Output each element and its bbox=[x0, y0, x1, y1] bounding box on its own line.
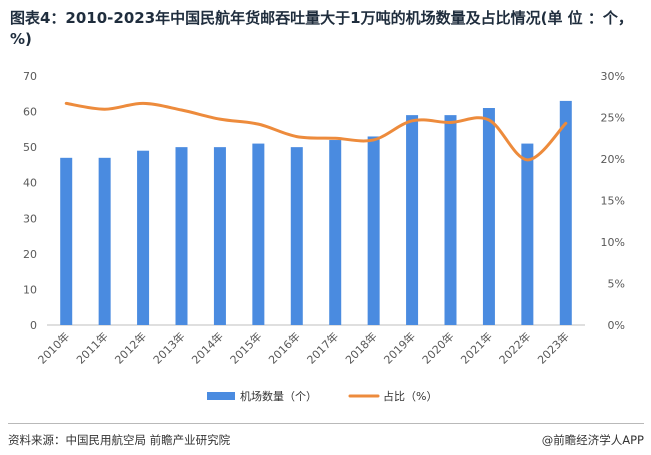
y-left-tick-label: 40 bbox=[23, 177, 37, 190]
line-series bbox=[64, 101, 568, 162]
x-tick-label: 2014年 bbox=[189, 329, 226, 366]
y-left-tick-label: 70 bbox=[23, 70, 37, 83]
bar bbox=[175, 147, 188, 325]
x-axis: 2010年 2011年 2012年 2013年 2014年 2015年 2016年 2017年… bbox=[35, 329, 572, 366]
bar bbox=[252, 143, 265, 325]
combo-chart: 0 10 20 30 40 50 60 70 0% 5% 10% 15% 20% 25% 30% 2010… bbox=[23, 70, 625, 403]
brand-text: @前瞻经济学人APP bbox=[541, 433, 644, 447]
x-tick-label: 2015年 bbox=[227, 329, 264, 366]
y-right-tick-label: 20% bbox=[601, 153, 625, 166]
x-tick-label: 2012年 bbox=[112, 329, 149, 366]
legend-line-label: 占比（%） bbox=[383, 389, 437, 403]
bar bbox=[406, 115, 419, 325]
x-tick-label: 2019年 bbox=[381, 329, 418, 366]
right-axis: 0% 5% 10% 15% 20% 25% 30% bbox=[601, 70, 625, 332]
x-tick-label: 2013年 bbox=[150, 329, 187, 366]
bar-series bbox=[60, 100, 572, 326]
legend-bar-label: 机场数量（个） bbox=[240, 389, 317, 403]
bar bbox=[60, 157, 73, 325]
chart-area: 0 10 20 30 40 50 60 70 0% 5% 10% 15% 20% 25% 30% 2010… bbox=[0, 60, 651, 415]
x-tick-label: 2010年 bbox=[35, 329, 72, 366]
x-tick-label: 2017年 bbox=[304, 329, 341, 366]
bar bbox=[521, 143, 534, 325]
footer: 资料来源：中国民用航空局 前瞻产业研究院 @前瞻经济学人APP bbox=[8, 432, 644, 448]
x-tick-label: 2016年 bbox=[265, 329, 302, 366]
y-right-tick-label: 25% bbox=[601, 112, 625, 125]
source-text: 资料来源：中国民用航空局 前瞻产业研究院 bbox=[8, 433, 231, 447]
y-left-tick-label: 0 bbox=[30, 319, 37, 332]
bar bbox=[329, 140, 342, 325]
bar bbox=[98, 157, 111, 325]
x-tick-label: 2023年 bbox=[534, 329, 571, 366]
y-left-tick-label: 20 bbox=[23, 248, 37, 261]
left-axis: 0 10 20 30 40 50 60 70 bbox=[23, 70, 37, 332]
y-left-tick-label: 30 bbox=[23, 212, 37, 225]
bar bbox=[482, 108, 495, 325]
y-right-tick-label: 30% bbox=[601, 70, 625, 83]
x-tick-label: 2011年 bbox=[73, 329, 110, 366]
legend-bar-swatch bbox=[207, 392, 235, 400]
percentage-line bbox=[64, 101, 568, 162]
y-left-tick-label: 60 bbox=[23, 106, 37, 119]
legend: 机场数量（个） 占比（%） bbox=[207, 389, 437, 403]
x-tick-label: 2022年 bbox=[496, 329, 533, 366]
y-right-tick-label: 10% bbox=[601, 236, 625, 249]
y-left-tick-label: 10 bbox=[23, 283, 37, 296]
bar bbox=[367, 136, 380, 325]
x-tick-label: 2021年 bbox=[458, 329, 495, 366]
bar bbox=[290, 147, 303, 325]
footer-divider bbox=[8, 423, 644, 424]
y-right-tick-label: 0% bbox=[608, 319, 625, 332]
bar bbox=[137, 150, 150, 325]
x-tick-label: 2020年 bbox=[419, 329, 456, 366]
y-right-tick-label: 15% bbox=[601, 195, 625, 208]
chart-title: 图表4：2010-2023年中国民航年货邮吞吐量大于1万吨的机场数量及占比情况(… bbox=[10, 9, 633, 48]
y-left-tick-label: 50 bbox=[23, 141, 37, 154]
x-tick-label: 2018年 bbox=[342, 329, 379, 366]
y-right-tick-label: 5% bbox=[608, 278, 625, 291]
bar bbox=[559, 100, 572, 326]
bar bbox=[213, 147, 226, 325]
bar bbox=[444, 115, 457, 325]
